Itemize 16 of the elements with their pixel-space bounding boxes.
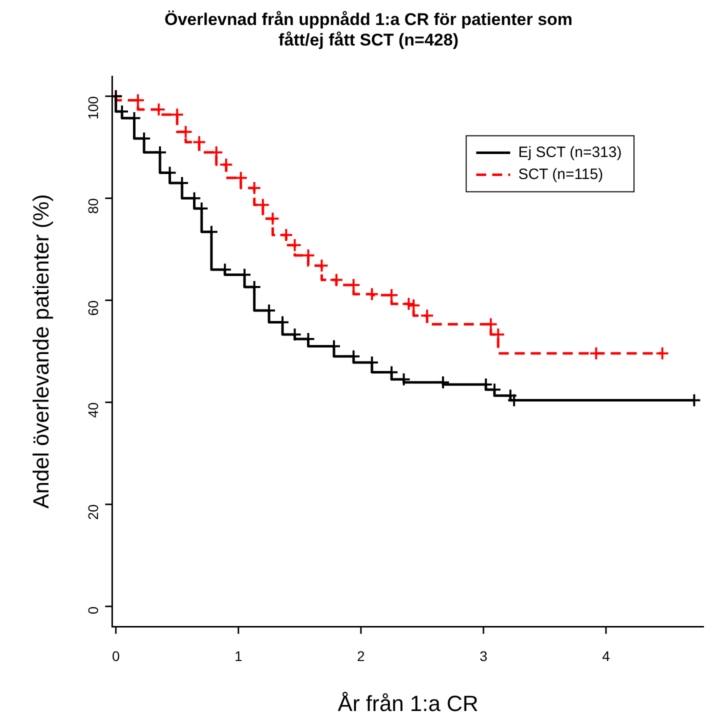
legend-label: Ej SCT (n=313) [518, 144, 622, 161]
chart-title: Överlevnad från uppnådd 1:a CR för patienter som fått/ej fått SCT (n=428) [164, 10, 573, 50]
x-tick-label: 1 [234, 648, 243, 664]
x-tick-label: 0 [112, 648, 120, 664]
y-axis-title: Andel överlevande patienter (%) [28, 194, 54, 508]
x-tick-label: 2 [357, 648, 366, 664]
y-tick-label: 80 [85, 198, 102, 214]
x-tick-label: 3 [480, 648, 488, 664]
y-tick-label: 100 [85, 96, 102, 120]
y-tick-label: 60 [85, 300, 102, 316]
y-tick-label: 20 [85, 504, 102, 520]
x-tick-label: 4 [602, 648, 610, 664]
y-tick-label: 0 [85, 606, 102, 614]
y-tick-label: 40 [85, 402, 102, 418]
x-axis-title: År från 1:a CR [338, 690, 478, 716]
legend-label: SCT (n=115) [518, 166, 604, 183]
